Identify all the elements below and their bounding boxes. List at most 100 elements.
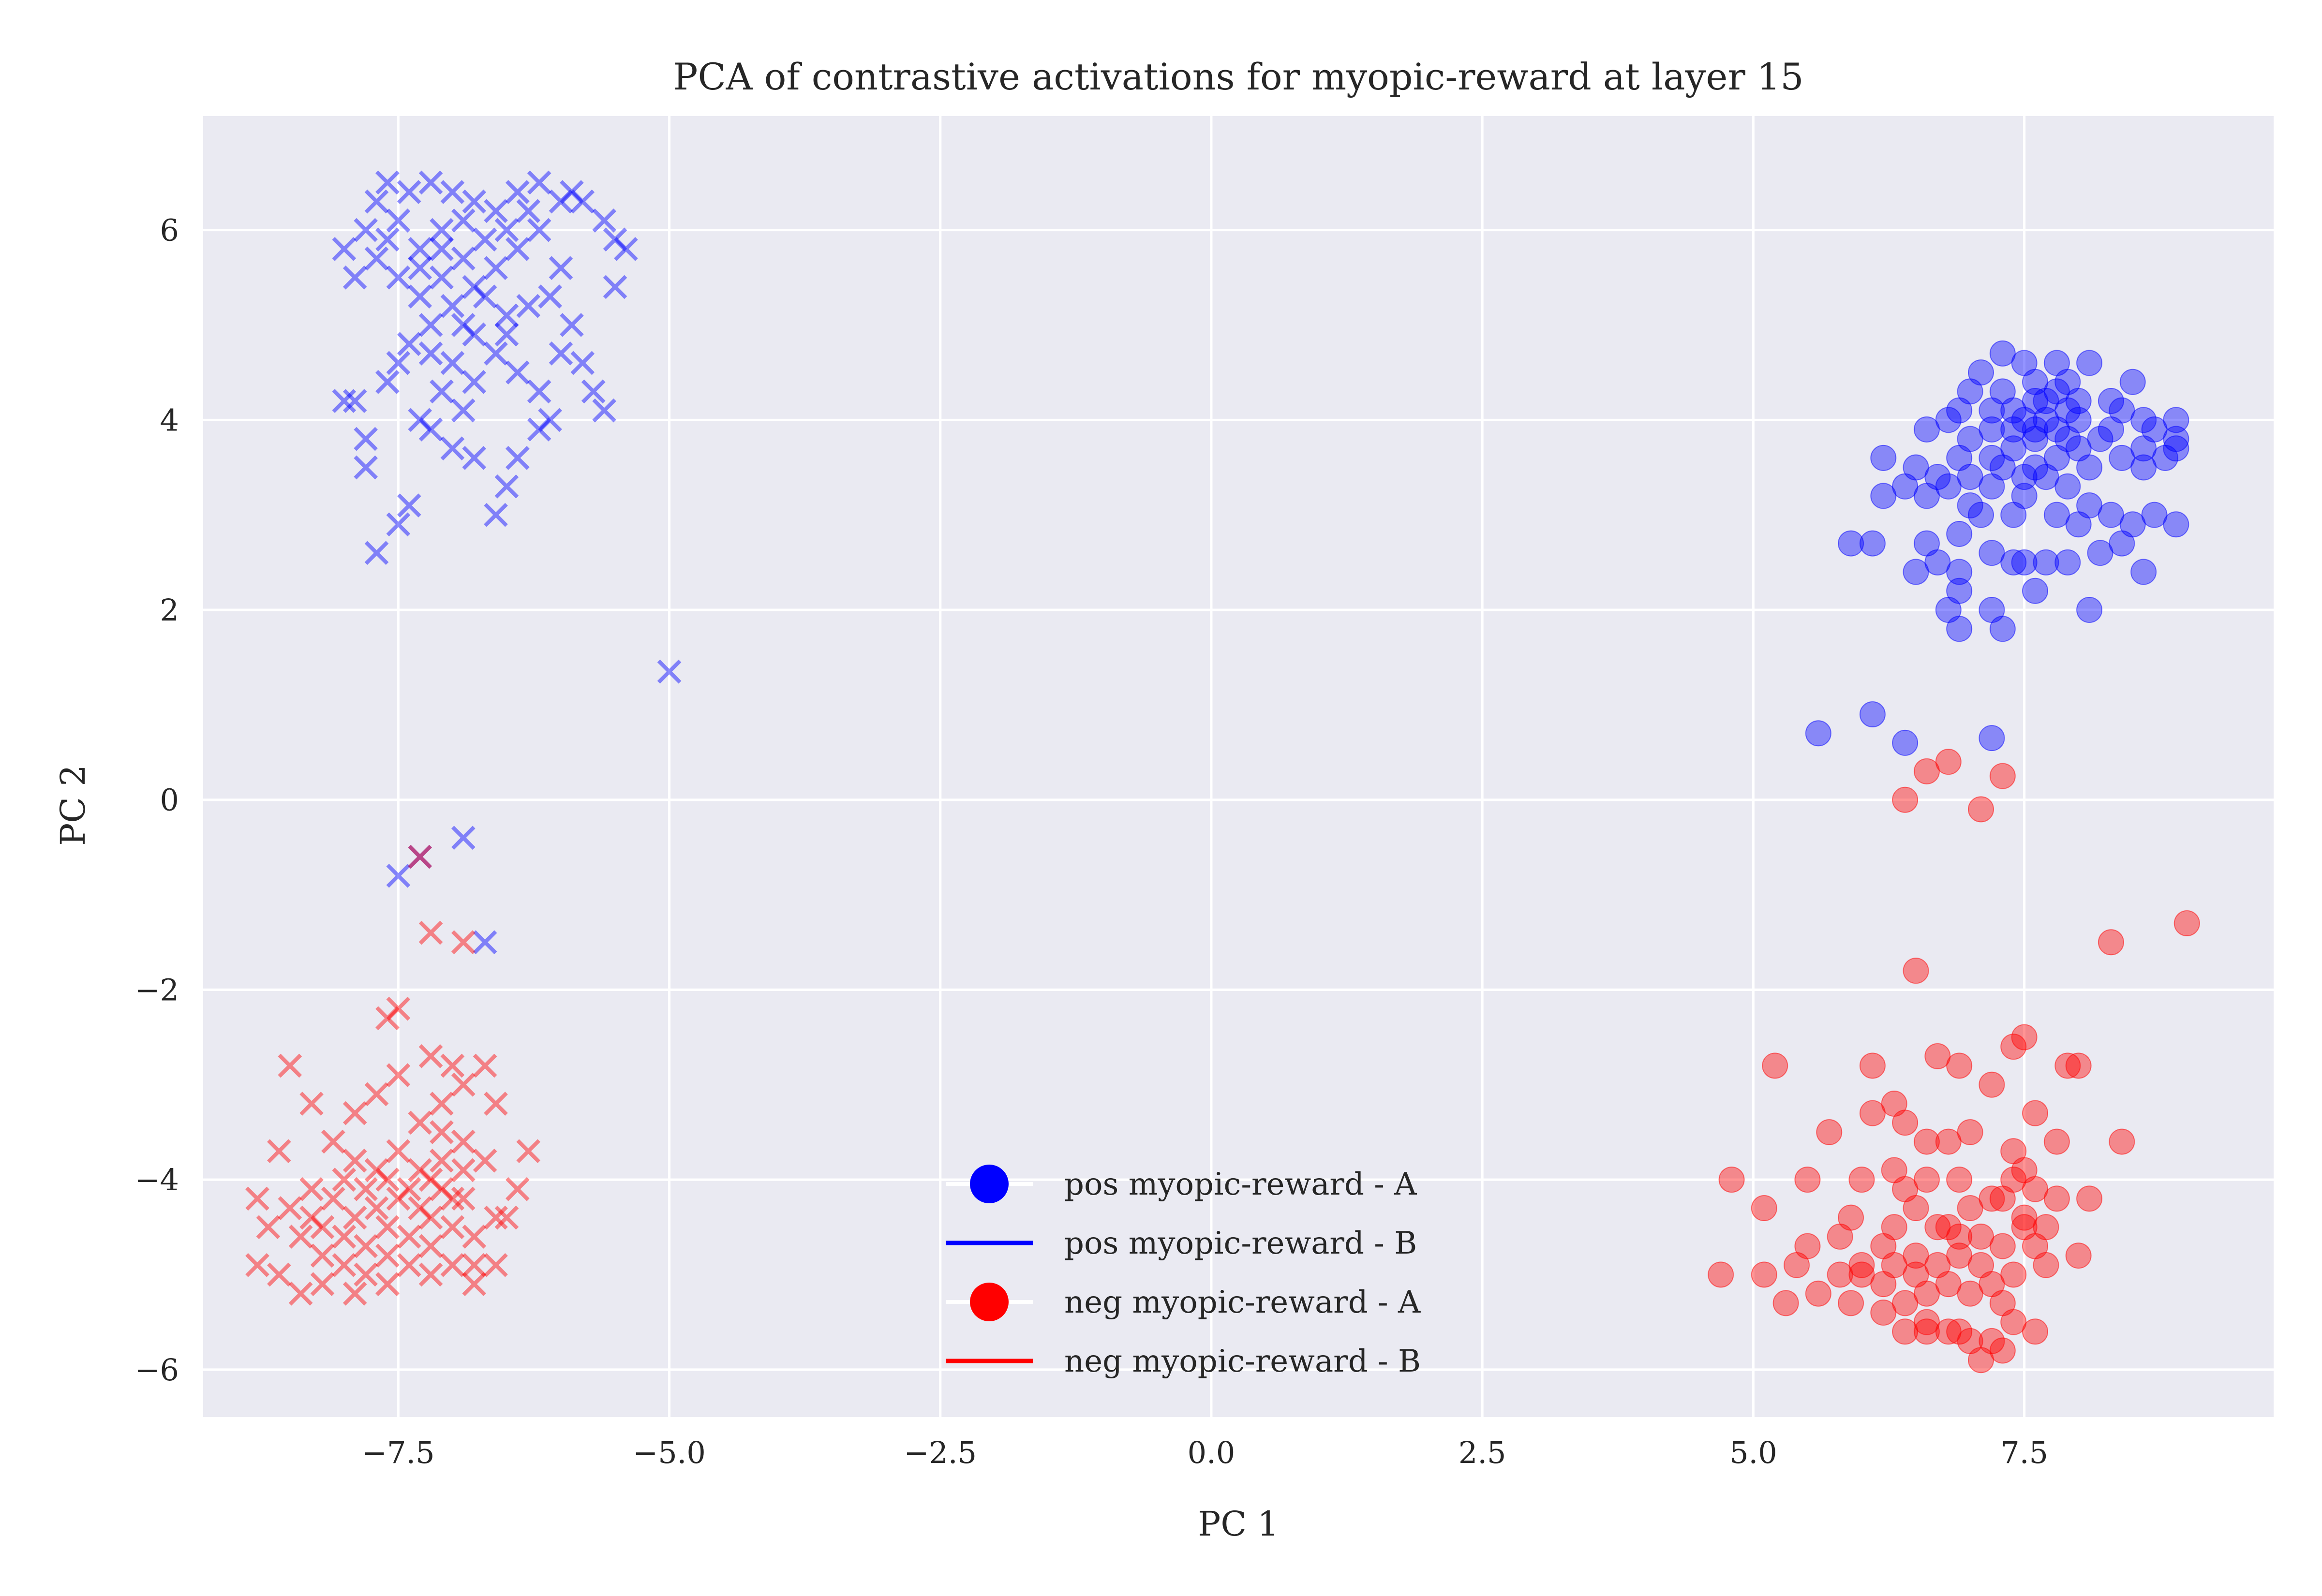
scatter-point (2022, 416, 2049, 443)
x-tick-label: −2.5 (904, 1435, 977, 1470)
scatter-point (1979, 1185, 2005, 1212)
scatter-point (332, 237, 357, 261)
scatter-point (592, 398, 616, 423)
scatter-point (1751, 1261, 1777, 1288)
scatter-point (430, 265, 454, 290)
scatter-point (1979, 416, 2005, 443)
scatter-point (440, 1215, 465, 1240)
scatter-point (2011, 1024, 2038, 1050)
scatter-point (603, 275, 627, 299)
scatter-point (549, 256, 573, 280)
scatter-point (2141, 502, 2168, 528)
scatter-point (473, 1149, 497, 1173)
scatter-point (1989, 454, 2016, 481)
scatter-point (1708, 1261, 1734, 1288)
scatter-point (440, 1186, 465, 1211)
scatter-point (430, 218, 454, 242)
scatter-point (342, 389, 367, 413)
scatter-point (2119, 369, 2146, 395)
scatter-point (1979, 444, 2005, 471)
scatter-point (397, 1177, 421, 1201)
scatter-point (451, 930, 476, 955)
scatter-point (386, 351, 411, 375)
scatter-point (2000, 416, 2027, 443)
scatter-point (375, 1215, 400, 1240)
scatter-point (1827, 1261, 1853, 1288)
scatter-point (1838, 1290, 1864, 1316)
legend-label: pos myopic-reward - A (1064, 1167, 1417, 1202)
scatter-point (2065, 511, 2092, 538)
scatter-point (506, 1177, 530, 1201)
scatter-point (1979, 1071, 2005, 1098)
scatter-point (440, 180, 465, 204)
scatter-point (418, 1262, 443, 1287)
scatter-point (1946, 1242, 1973, 1269)
scatter-point (2033, 464, 2059, 490)
scatter-point (1935, 1318, 1962, 1345)
scatter-point (440, 351, 465, 375)
scatter-point (1913, 483, 1940, 509)
scatter-point (451, 1072, 476, 1097)
scatter-point (2163, 511, 2189, 538)
scatter-point (1838, 530, 1864, 557)
scatter-point (451, 208, 476, 233)
scatter-point (2054, 473, 2081, 500)
scatter-point (451, 313, 476, 337)
scatter-point (657, 659, 682, 684)
scatter-point (527, 170, 551, 195)
scatter-point (603, 227, 627, 252)
scatter-point (1751, 1195, 1777, 1222)
scatter-point (342, 1205, 367, 1230)
scatter-point (299, 1092, 324, 1116)
scatter-point (1935, 1214, 1962, 1241)
scatter-point (2043, 1185, 2070, 1212)
scatter-point (440, 436, 465, 461)
scatter-point (2054, 426, 2081, 452)
legend-label: pos myopic-reward - B (1064, 1226, 1417, 1261)
scatter-point (1935, 1271, 1962, 1298)
scatter-point (354, 218, 378, 242)
scatter-point (1979, 540, 2005, 566)
scatter-point (451, 1186, 476, 1211)
scatter-point (418, 170, 443, 195)
scatter-point (1903, 1242, 1929, 1269)
scatter-point (397, 1225, 421, 1249)
scatter-point (1989, 763, 2016, 789)
scatter-point (1913, 1309, 1940, 1335)
scatter-point (1957, 1195, 1983, 1222)
grid-lines (203, 116, 2274, 1417)
scatter-point (1870, 1233, 1897, 1259)
series-pos-myopic-reward-a (1805, 340, 2189, 756)
scatter-point (1870, 1300, 1897, 1326)
scatter-point (451, 1158, 476, 1182)
scatter-point (1870, 483, 1897, 509)
scatter-point (538, 284, 562, 309)
scatter-point (2033, 1214, 2059, 1241)
scatter-point (2087, 426, 2114, 452)
scatter-point (494, 474, 519, 499)
scatter-point (592, 208, 616, 233)
scatter-point (375, 1006, 400, 1031)
series-pos-myopic-reward-b (332, 170, 682, 955)
scatter-point (506, 237, 530, 261)
scatter-point (364, 246, 389, 271)
scatter-point (473, 1053, 497, 1078)
scatter-point (2000, 1261, 2027, 1288)
scatter-point (1967, 359, 1994, 386)
legend-item: neg myopic-reward - B (946, 1344, 1421, 1379)
scatter-point (299, 1205, 324, 1230)
scatter-point (1805, 720, 1831, 747)
scatter-point (462, 446, 487, 470)
scatter-point (516, 1139, 541, 1164)
scatter-point (1805, 1280, 1831, 1307)
scatter-point (462, 1272, 487, 1296)
scatter-point (1979, 725, 2005, 752)
scatter-point (1946, 1052, 1973, 1079)
scatter-point (397, 180, 421, 204)
scatter-point (1989, 1185, 2016, 1212)
scatter-point (386, 996, 411, 1021)
scatter-point (408, 844, 432, 869)
scatter-point (2098, 502, 2124, 528)
scatter-point (342, 1281, 367, 1306)
